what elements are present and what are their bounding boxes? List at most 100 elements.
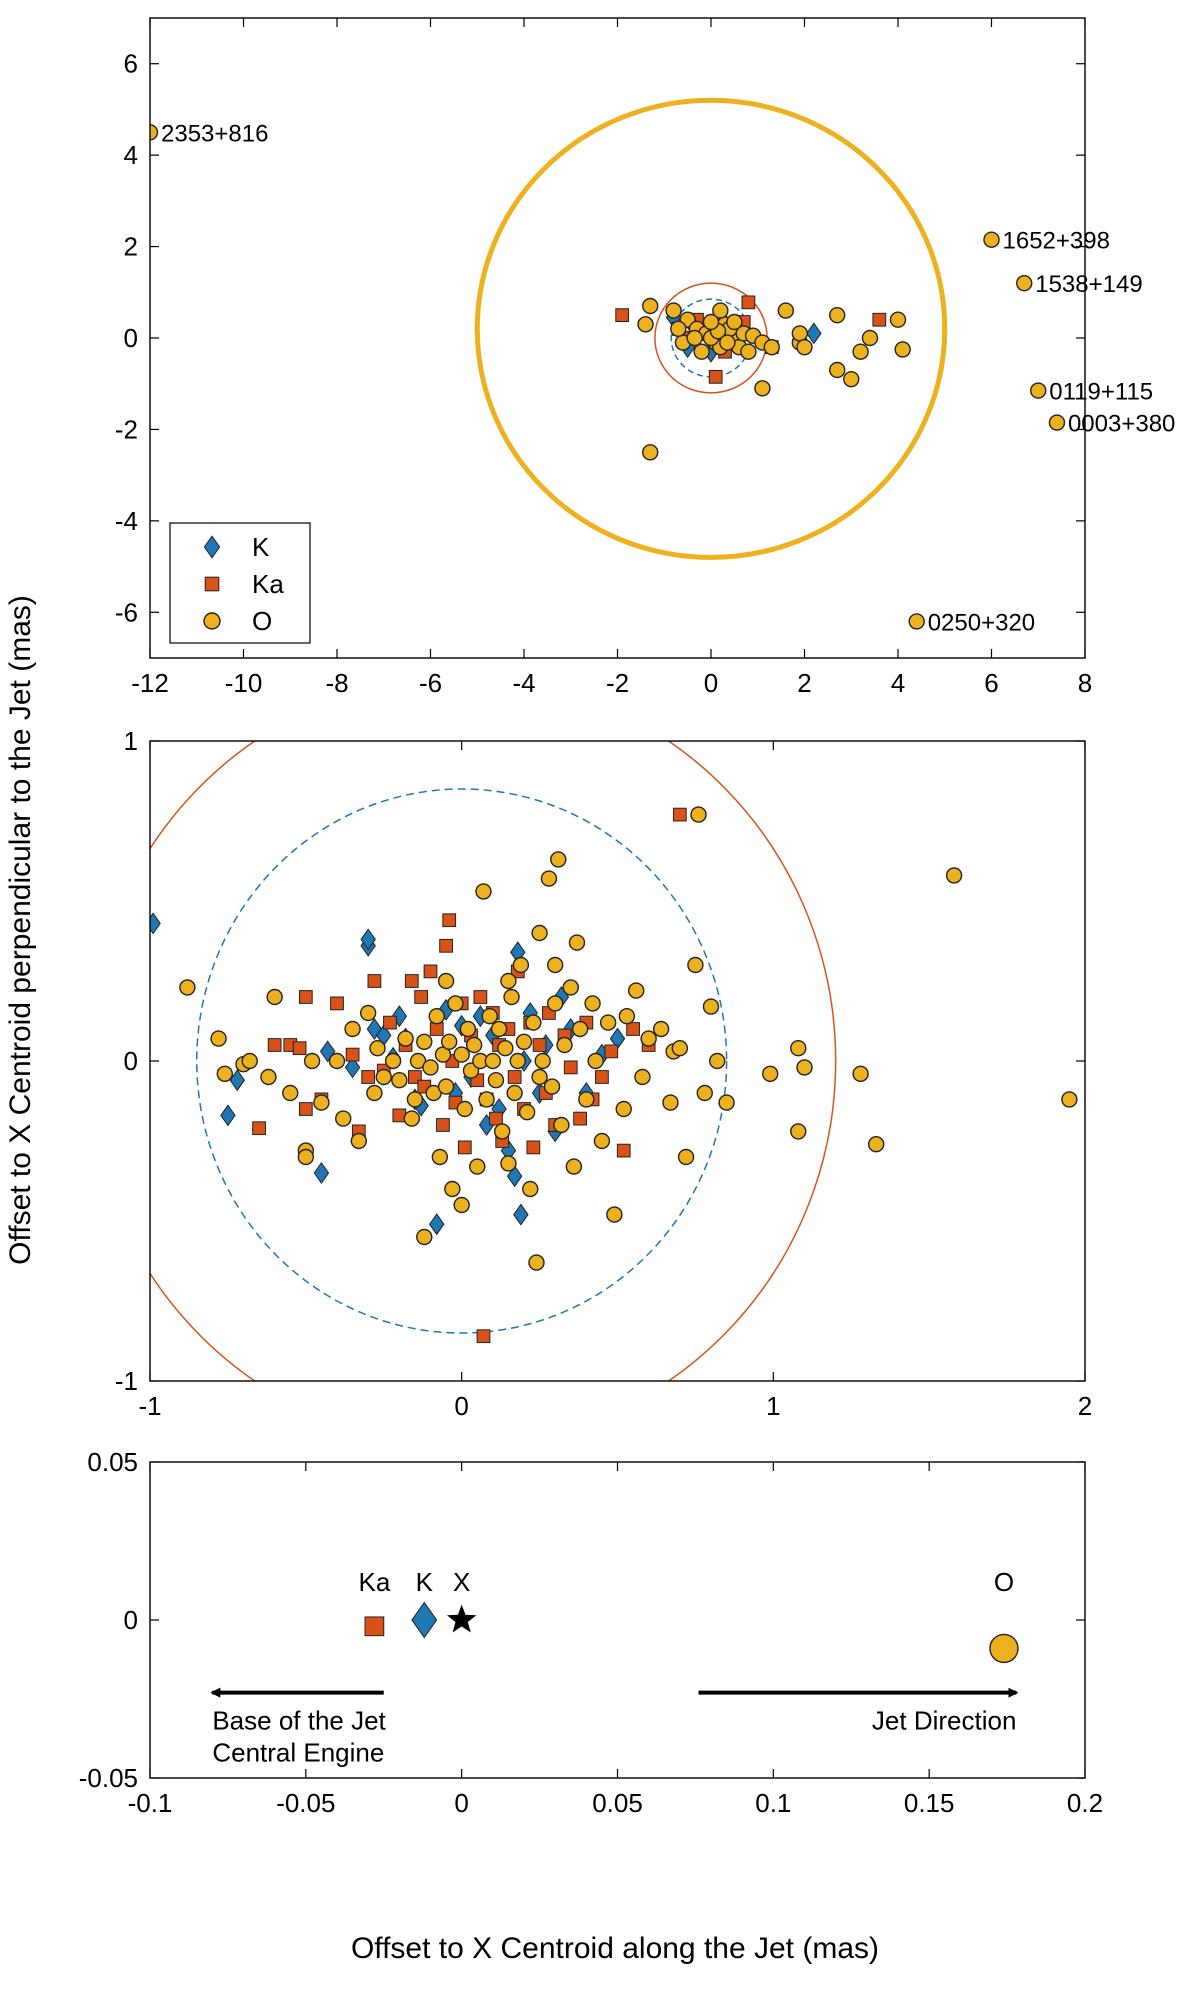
middle-point-o <box>671 1039 689 1057</box>
middle-point-o <box>328 1052 346 1070</box>
middle-point-ka <box>330 996 344 1011</box>
middle-point-o <box>437 1078 455 1095</box>
top-y-tick-label: -6 <box>115 597 138 627</box>
middle-point-o <box>562 979 579 996</box>
bottom-point-k <box>411 1601 438 1639</box>
middle-point-k <box>220 1104 236 1127</box>
middle-point-o <box>687 956 704 974</box>
middle-point-k <box>506 1165 523 1188</box>
top-y-tick-label: 6 <box>124 49 138 79</box>
top-point-o <box>763 338 780 356</box>
middle-point-o <box>500 972 517 990</box>
top-point-o <box>796 338 813 356</box>
middle-point-o <box>634 1068 651 1086</box>
top-x-tick-label: -4 <box>512 668 535 698</box>
middle-point-o <box>677 1148 695 1166</box>
top-plot-area <box>150 97 1066 630</box>
top-point-o <box>791 325 809 342</box>
middle-point-o <box>867 1135 885 1153</box>
middle-point-o <box>397 1030 414 1047</box>
top-x-tick-label: -8 <box>325 668 348 698</box>
top-point-o <box>637 316 654 333</box>
top-point-o <box>829 306 846 324</box>
top-point-o <box>686 329 703 347</box>
middle-point-o <box>528 1254 545 1271</box>
top-source-label: 2353+816 <box>161 120 268 147</box>
middle-point-k <box>344 1056 361 1079</box>
top-source-label: 1538+149 <box>1035 271 1142 298</box>
middle-point-o <box>565 1158 583 1175</box>
middle-point-o <box>465 1036 483 1054</box>
bottom-y-tick-label: 0 <box>124 1605 138 1635</box>
middle-point-ka <box>414 990 429 1004</box>
middle-point-o <box>790 1123 807 1140</box>
bottom-point-label-ka: Ka <box>358 1567 390 1597</box>
top-point-o <box>670 320 687 338</box>
middle-point-o <box>453 1046 470 1063</box>
middle-panel: -1 0 1 2 -1 0 1 <box>115 726 1092 1421</box>
middle-point-o <box>553 1116 570 1134</box>
middle-point-o <box>578 1091 595 1108</box>
middle-point-k <box>428 1213 445 1236</box>
top-x-tick-label: -10 <box>225 668 263 698</box>
bottom-point-o <box>989 1633 1019 1664</box>
middle-point-o <box>696 1084 713 1102</box>
top-point-o <box>777 302 794 319</box>
bottom-x-tick-label: -0.05 <box>276 1788 335 1818</box>
legend-box <box>169 522 311 644</box>
middle-point-o <box>493 1123 511 1140</box>
middle-point-o <box>453 1196 470 1214</box>
middle-point-o <box>546 956 564 974</box>
legend-marker-o <box>203 612 221 630</box>
legend-label-ka: Ka <box>252 569 284 599</box>
bottom-point-x <box>446 1604 477 1633</box>
middle-point-o <box>303 1052 321 1070</box>
bottom-point-label-o: O <box>994 1567 1014 1597</box>
middle-point-o <box>709 1052 726 1070</box>
middle-point-k <box>313 1162 330 1184</box>
middle-y-tick-label: -1 <box>115 1366 138 1396</box>
legend-marker-k <box>203 535 221 559</box>
middle-point-o <box>375 1068 392 1086</box>
top-point-o <box>754 380 771 397</box>
middle-point-ka <box>507 1070 522 1084</box>
middle-point-o <box>437 972 455 990</box>
middle-point-ka <box>367 974 382 988</box>
top-point-o <box>150 124 159 141</box>
middle-x-tick-label: 1 <box>766 1391 780 1421</box>
top-point-o <box>642 444 659 461</box>
middle-y-tick-label: 0 <box>124 1046 138 1076</box>
top-x-tick-label: -6 <box>419 668 442 698</box>
middle-point-o <box>662 1094 679 1111</box>
middle-point-o <box>599 1014 617 1031</box>
middle-point-o <box>702 998 720 1015</box>
middle-x-tick-label: -1 <box>138 1391 161 1421</box>
middle-uncertainty-circle-k <box>196 788 728 1334</box>
middle-point-o <box>790 1039 807 1057</box>
middle-point-ka <box>436 1118 450 1132</box>
middle-point-ka <box>616 1143 631 1158</box>
middle-point-o <box>297 1148 315 1166</box>
middle-point-o <box>606 1206 623 1223</box>
middle-point-o <box>593 1132 611 1150</box>
middle-axes-frame <box>149 740 1086 1382</box>
middle-point-o <box>210 1030 227 1047</box>
middle-point-o <box>512 956 530 974</box>
middle-point-o <box>531 1068 548 1086</box>
top-point-o <box>712 302 729 319</box>
middle-point-ka <box>429 1022 444 1036</box>
bottom-point-ka <box>364 1616 385 1637</box>
bottom-x-tick-label: 0.15 <box>904 1788 955 1818</box>
middle-point-o <box>403 1110 420 1127</box>
middle-point-o <box>431 1148 449 1166</box>
middle-point-ka <box>423 964 438 979</box>
y-axis-label: Offset to X Centroid perpendicular to th… <box>4 595 37 1265</box>
middle-point-ka <box>383 1015 397 1030</box>
middle-point-o <box>628 982 645 999</box>
middle-point-ka <box>298 1102 313 1116</box>
top-source-label: 0003+380 <box>1068 411 1175 438</box>
top-x-tick-label: -12 <box>131 668 169 698</box>
top-x-tick-label: 8 <box>1078 668 1092 698</box>
middle-point-o <box>571 1020 589 1038</box>
middle-point-o <box>1061 1091 1078 1108</box>
